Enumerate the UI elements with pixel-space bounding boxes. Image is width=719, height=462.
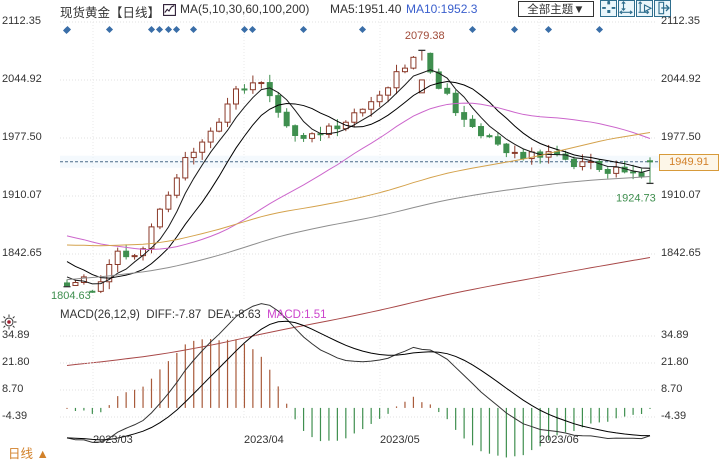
svg-text:1804.63: 1804.63 [51, 290, 91, 302]
svg-text:2079.38: 2079.38 [405, 30, 445, 42]
svg-text:1924.73: 1924.73 [616, 192, 656, 204]
